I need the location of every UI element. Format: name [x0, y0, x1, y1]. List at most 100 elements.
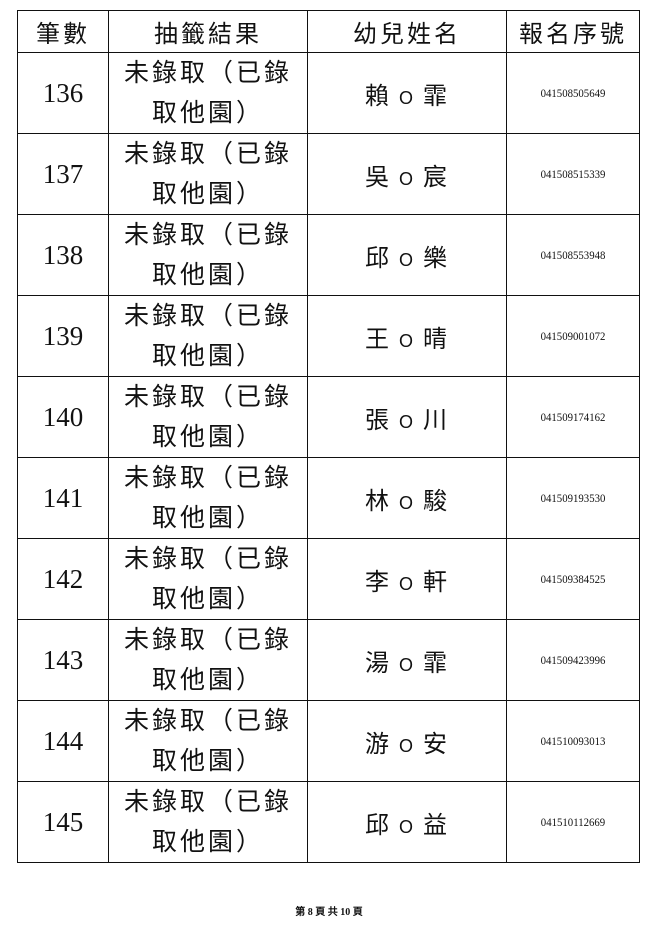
- header-child-name: 幼兒姓名: [307, 10, 507, 53]
- name-mask: O: [398, 249, 415, 270]
- lottery-result: 未錄取（已錄取他園）: [108, 781, 308, 863]
- registration-no: 041509174162: [540, 409, 606, 424]
- registration-no-cell: 041509001072: [506, 295, 640, 377]
- lottery-result-text: 未錄取（已錄取他園）: [123, 463, 292, 532]
- table-row: 140 未錄取（已錄取他園）張 O 川 041509174162: [17, 376, 640, 458]
- name-mask: O: [398, 168, 415, 189]
- lottery-result: 未錄取（已錄取他園）: [108, 133, 308, 215]
- table-row: 137 未錄取（已錄取他園）吳 O 宸 041508515339: [17, 133, 640, 215]
- registration-no-cell: 041510112669: [506, 781, 640, 863]
- table-row: 144 未錄取（已錄取他園）游 O 安 041510093013: [17, 700, 640, 782]
- row-number: 139: [17, 295, 109, 377]
- given-name: 川: [423, 405, 449, 434]
- lottery-result-text: 未錄取（已錄取他園）: [123, 301, 292, 370]
- lottery-result: 未錄取（已錄取他園）: [108, 214, 308, 296]
- header-registration-no: 報名序號: [506, 10, 640, 53]
- surname: 吳: [364, 162, 391, 191]
- name-mask: O: [398, 735, 415, 756]
- registration-no-cell: 041510093013: [506, 700, 640, 782]
- registration-no: 041508505649: [540, 85, 606, 100]
- lottery-result: 未錄取（已錄取他園）: [108, 457, 308, 539]
- surname: 湯: [364, 648, 391, 677]
- registration-no-cell: 041509384525: [506, 538, 640, 620]
- registration-no: 041509193530: [540, 490, 606, 505]
- table-row: 145 未錄取（已錄取他園）邱 O 益 041510112669: [17, 781, 640, 863]
- name-mask: O: [398, 87, 415, 108]
- row-number: 140: [17, 376, 109, 458]
- lottery-result-text: 未錄取（已錄取他園）: [123, 220, 292, 289]
- registration-no: 041510093013: [540, 733, 606, 748]
- header-row: 筆數 抽籤結果 幼兒姓名 報名序號: [17, 10, 640, 53]
- row-number: 144: [17, 700, 109, 782]
- lottery-result: 未錄取（已錄取他園）: [108, 52, 308, 134]
- name-mask: O: [398, 492, 415, 513]
- row-number: 138: [17, 214, 109, 296]
- lottery-result: 未錄取（已錄取他園）: [108, 376, 308, 458]
- given-name: 駿: [423, 486, 449, 515]
- table-row: 138 未錄取（已錄取他園）邱 O 樂 041508553948: [17, 214, 640, 296]
- row-number: 145: [17, 781, 109, 863]
- table-row: 142 未錄取（已錄取他園）李 O 軒 041509384525: [17, 538, 640, 620]
- surname: 林: [364, 486, 391, 515]
- name-mask: O: [398, 573, 415, 594]
- header-count: 筆數: [17, 10, 109, 53]
- given-name: 軒: [423, 567, 449, 596]
- row-number: 137: [17, 133, 109, 215]
- lottery-result-text: 未錄取（已錄取他園）: [123, 382, 292, 451]
- lottery-result: 未錄取（已錄取他園）: [108, 700, 308, 782]
- surname: 張: [364, 405, 391, 434]
- registration-no-cell: 041508553948: [506, 214, 640, 296]
- surname: 邱: [364, 810, 391, 839]
- surname: 邱: [364, 243, 391, 272]
- registration-no: 041508515339: [540, 166, 606, 181]
- lottery-result-text: 未錄取（已錄取他園）: [123, 139, 292, 208]
- lottery-result: 未錄取（已錄取他園）: [108, 619, 308, 701]
- table-row: 141 未錄取（已錄取他園）林 O 駿 041509193530: [17, 457, 640, 539]
- table-row: 143 未錄取（已錄取他園）湯 O 霏 041509423996: [17, 619, 640, 701]
- name-mask: O: [398, 330, 415, 351]
- registration-no: 041508553948: [540, 247, 606, 262]
- surname: 游: [364, 729, 391, 758]
- given-name: 安: [423, 729, 449, 758]
- given-name: 晴: [423, 324, 449, 353]
- table-row: 139 未錄取（已錄取他園）王 O 晴 041509001072: [17, 295, 640, 377]
- lottery-result: 未錄取（已錄取他園）: [108, 295, 308, 377]
- registration-no-cell: 041509193530: [506, 457, 640, 539]
- registration-no: 041509423996: [540, 652, 606, 667]
- table-row: 136 未錄取（已錄取他園）賴 O 霏 041508505649: [17, 52, 640, 134]
- row-number: 141: [17, 457, 109, 539]
- given-name: 益: [423, 810, 449, 839]
- lottery-result-text: 未錄取（已錄取他園）: [123, 706, 292, 775]
- page-footer: 第 8 頁 共 10 頁: [295, 907, 363, 918]
- lottery-result: 未錄取（已錄取他園）: [108, 538, 308, 620]
- given-name: 霏: [423, 81, 449, 110]
- row-number: 143: [17, 619, 109, 701]
- registration-no-cell: 041509423996: [506, 619, 640, 701]
- lottery-result-text: 未錄取（已錄取他園）: [123, 544, 292, 613]
- name-mask: O: [398, 411, 415, 432]
- registration-no-cell: 041508505649: [506, 52, 640, 134]
- row-number: 142: [17, 538, 109, 620]
- lottery-result-text: 未錄取（已錄取他園）: [123, 787, 292, 856]
- lottery-result-text: 未錄取（已錄取他園）: [123, 58, 292, 127]
- name-mask: O: [398, 816, 415, 837]
- registration-no-cell: 041508515339: [506, 133, 640, 215]
- registration-no: 041509384525: [540, 571, 606, 586]
- lottery-results-table: 筆數 抽籤結果 幼兒姓名 報名序號 136 未錄取（已錄取他園）賴 O 霏 041508…: [17, 10, 640, 863]
- given-name: 樂: [423, 243, 449, 272]
- header-result: 抽籤結果: [108, 10, 308, 53]
- registration-no-cell: 041509174162: [506, 376, 640, 458]
- registration-no: 041509001072: [540, 328, 606, 343]
- surname: 李: [364, 567, 391, 596]
- lottery-result-text: 未錄取（已錄取他園）: [123, 625, 292, 694]
